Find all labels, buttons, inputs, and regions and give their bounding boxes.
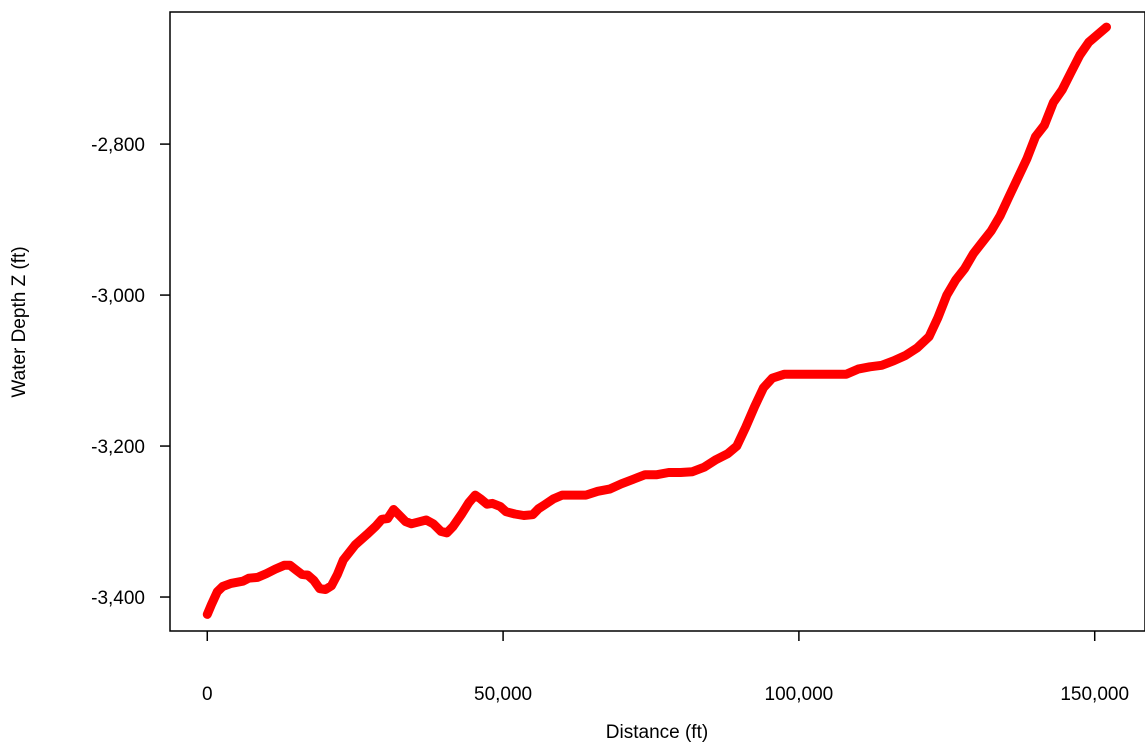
- y-tick-label: -3,200: [91, 437, 145, 458]
- series-layer: [202, 22, 1111, 619]
- x-axis-label: Distance (ft): [606, 722, 708, 743]
- y-tick-label: -3,400: [91, 588, 145, 609]
- x-axis: 0 50,000 100,000 150,000: [202, 631, 1129, 705]
- y-tick-label: -3,000: [91, 286, 145, 307]
- x-tick-label: 100,000: [765, 684, 834, 705]
- plot-frame: [169, 11, 1145, 632]
- y-axis: -3,400 -3,200 -3,000 -2,800: [91, 135, 170, 609]
- y-axis-label: Water Depth Z (ft): [9, 246, 30, 397]
- series-line: [202, 22, 1111, 619]
- y-tick-label: -2,800: [91, 135, 145, 156]
- x-tick-label: 50,000: [474, 684, 532, 705]
- x-tick-label: 150,000: [1060, 684, 1129, 705]
- x-tick-label: 0: [202, 684, 213, 705]
